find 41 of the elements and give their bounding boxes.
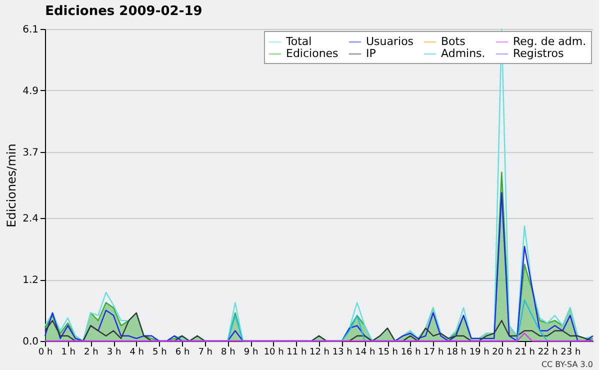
x-tick-label: 8 h bbox=[221, 348, 236, 358]
legend-label: Bots bbox=[441, 35, 466, 48]
x-tick-label: 14 h bbox=[355, 348, 376, 358]
x-tick-label: 13 h bbox=[332, 348, 352, 358]
legend-label: IP bbox=[366, 47, 376, 60]
y-tick-label: 4.9 bbox=[22, 86, 38, 97]
x-tick-label: 11 h bbox=[286, 348, 307, 358]
x-tick-label: 9 h bbox=[244, 348, 258, 358]
legend-label: Admins. bbox=[441, 47, 486, 60]
x-tick-label: 1 h bbox=[61, 348, 76, 358]
x-tick-label: 17 h bbox=[424, 348, 444, 358]
x-tick-label: 5 h bbox=[152, 348, 167, 358]
x-tick-label: 7 h bbox=[198, 348, 212, 358]
legend-label: Reg. de adm. bbox=[513, 35, 586, 48]
x-tick-label: 0 h bbox=[38, 348, 53, 358]
x-tick-label: 22 h bbox=[538, 348, 558, 358]
legend-label: Registros bbox=[513, 47, 564, 60]
legend-label: Usuarios bbox=[366, 35, 414, 48]
x-tick-label: 3 h bbox=[106, 348, 122, 358]
x-tick-label: 19 h bbox=[469, 348, 490, 358]
y-tick-label: 3.7 bbox=[22, 147, 38, 158]
y-tick-label: 2.4 bbox=[22, 214, 38, 225]
x-tick-label: 6 h bbox=[175, 348, 190, 358]
x-tick-label: 20 h bbox=[492, 348, 512, 358]
x-tick-label: 10 h bbox=[264, 348, 284, 358]
x-tick-label: 15 h bbox=[378, 348, 398, 358]
x-tick-label: 23 h bbox=[560, 348, 581, 358]
x-tick-label: 4 h bbox=[130, 348, 144, 358]
legend-label: Ediciones bbox=[286, 47, 339, 60]
legend-label: Total bbox=[285, 35, 312, 48]
text: CC BY-SA 3.0 bbox=[541, 360, 593, 369]
x-tick-label: 18 h bbox=[446, 348, 467, 358]
y-tick-label: 0.0 bbox=[22, 336, 38, 348]
x-tick-label: 12 h bbox=[309, 348, 330, 358]
x-tick-label: 16 h bbox=[400, 348, 421, 358]
chart-title: Ediciones 2009-02-19 bbox=[45, 4, 202, 19]
y-tick-label: 6.1 bbox=[22, 24, 38, 36]
x-tick-label: 21 h bbox=[514, 348, 536, 358]
y-tick-label: 1.2 bbox=[22, 275, 38, 286]
x-tick-label: 2 h bbox=[84, 348, 98, 358]
y-axis-title: Ediciones/min bbox=[4, 144, 19, 228]
